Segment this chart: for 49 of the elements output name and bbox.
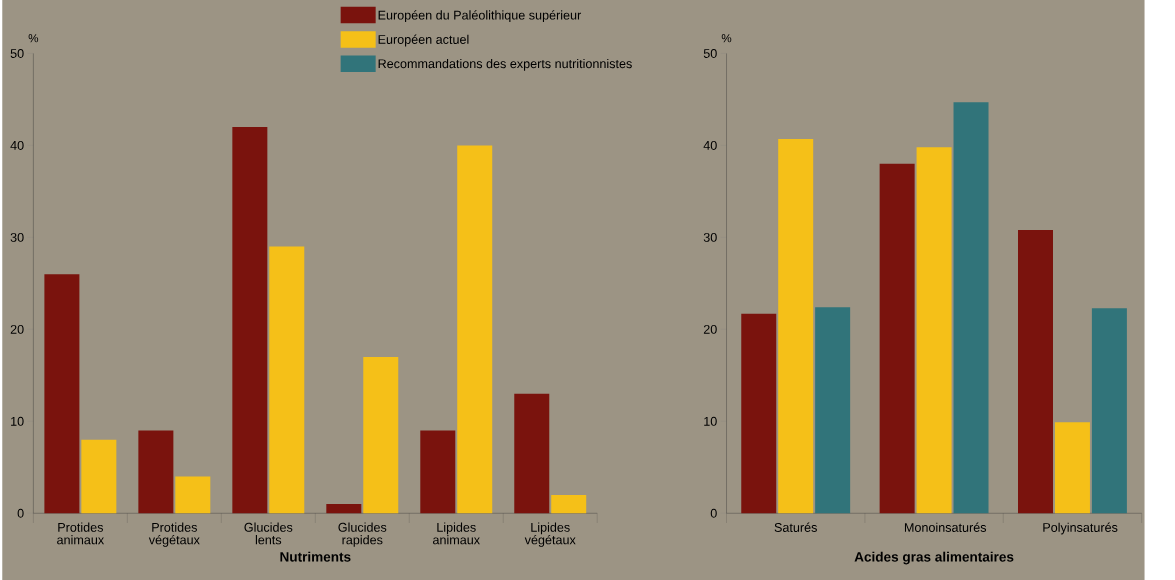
bar xyxy=(269,246,305,514)
bar xyxy=(551,494,587,514)
bar xyxy=(1018,229,1053,514)
y-tick-label: 20 xyxy=(703,324,717,334)
y-axis-title: % xyxy=(721,33,732,43)
y-tick-label: 0 xyxy=(17,508,24,518)
legend-label: Recommandations des experts nutritionnistes xyxy=(378,58,632,71)
bar xyxy=(953,102,989,514)
bar xyxy=(879,163,915,514)
x-tick-label: Protides végétaux xyxy=(148,522,200,547)
y-tick-label: 20 xyxy=(10,324,24,334)
x-tick-label: Monoinsaturés xyxy=(904,522,987,532)
y-tick-label: 40 xyxy=(703,140,717,150)
bar xyxy=(44,274,80,514)
bar xyxy=(741,313,777,514)
bar xyxy=(363,356,399,514)
x-tick-label: Saturés xyxy=(774,522,817,532)
bar xyxy=(457,145,493,514)
x-tick-label: Glucides rapides xyxy=(338,522,387,547)
bar xyxy=(778,138,814,514)
x-tick-label: Glucides lents xyxy=(244,522,293,545)
bar xyxy=(232,126,268,514)
bar xyxy=(815,307,851,514)
bar xyxy=(1054,422,1090,514)
bar xyxy=(175,476,211,514)
x-tick-label: Polyinsaturés xyxy=(1043,522,1118,535)
x-axis-title: Nutriments xyxy=(280,551,351,562)
bar xyxy=(916,147,952,514)
y-axis-title: % xyxy=(28,33,39,43)
bar xyxy=(514,393,550,514)
y-tick-label: 40 xyxy=(10,140,24,150)
bar xyxy=(81,439,117,514)
legend-label: Européen du Paléolithique supérieur xyxy=(378,10,582,22)
bar xyxy=(1091,308,1127,514)
y-tick-label: 10 xyxy=(704,416,717,426)
y-tick-label: 30 xyxy=(703,232,717,242)
bar xyxy=(326,503,362,514)
y-tick-label: 0 xyxy=(710,508,717,518)
legend-label: Européen actuel xyxy=(378,34,469,47)
bar xyxy=(138,430,174,514)
y-tick-label: 50 xyxy=(703,48,717,58)
x-axis-title: Acides gras alimentaires xyxy=(854,551,1014,565)
x-tick-label: Lipides végétaux xyxy=(524,522,576,547)
y-tick-label: 10 xyxy=(11,416,24,426)
y-tick-label: 50 xyxy=(10,48,24,58)
x-tick-label: Lipides animaux xyxy=(433,522,480,545)
x-tick-label: Protides animaux xyxy=(57,522,105,545)
y-tick-label: 30 xyxy=(10,232,24,242)
bar xyxy=(420,430,456,514)
